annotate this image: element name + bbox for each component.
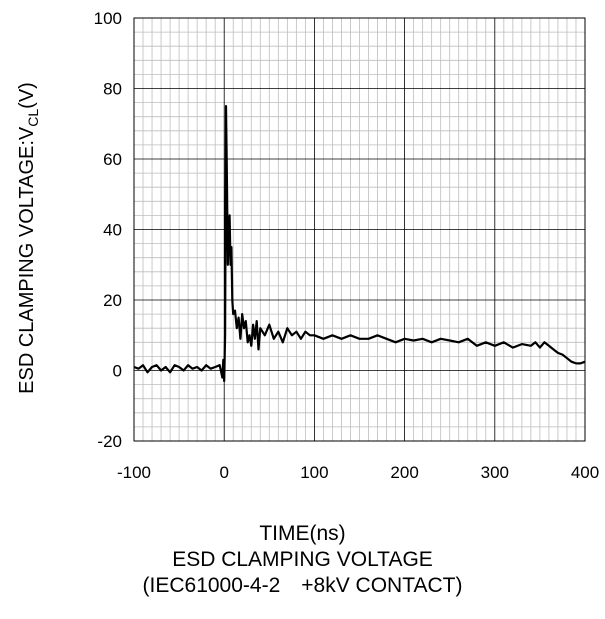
- x-tick-label: 200: [390, 463, 418, 482]
- x-tick-label: 400: [571, 463, 599, 482]
- y-tick-label: -20: [97, 432, 122, 451]
- tick-labels: -100 0 100 200 300 400 -20 0 20 40 60 80 100: [94, 9, 600, 482]
- y-tick-label: 80: [103, 80, 122, 99]
- chart-caption-title: ESD CLAMPING VOLTAGE: [172, 548, 433, 571]
- y-tick-label: 0: [113, 362, 122, 381]
- chart-caption-condition: (IEC61000-4-2 +8kV CONTACT): [142, 574, 463, 597]
- y-tick-label: 20: [103, 291, 122, 310]
- x-axis-label: TIME(ns): [259, 522, 346, 545]
- y-tick-label: 60: [103, 150, 122, 169]
- x-tick-label: -100: [117, 463, 151, 482]
- x-tick-label: 300: [481, 463, 509, 482]
- plot-frame: [133, 17, 586, 442]
- captions: TIME(ns) ESD CLAMPING VOLTAGE (IEC61000-…: [0, 521, 605, 599]
- esd-clamping-chart: -100 0 100 200 300 400 -20 0 20 40 60 80 100 ESD CLA…: [16, 9, 600, 482]
- x-tick-label: 100: [300, 463, 328, 482]
- grid: [133, 17, 586, 442]
- y-axis-label: ESD CLAMPING VOLTAGE:VCL(V): [16, 82, 41, 394]
- voltage-trace-line: [133, 105, 586, 383]
- x-tick-label: 0: [219, 463, 228, 482]
- y-tick-label: 40: [103, 221, 122, 240]
- y-tick-label: 100: [94, 9, 122, 28]
